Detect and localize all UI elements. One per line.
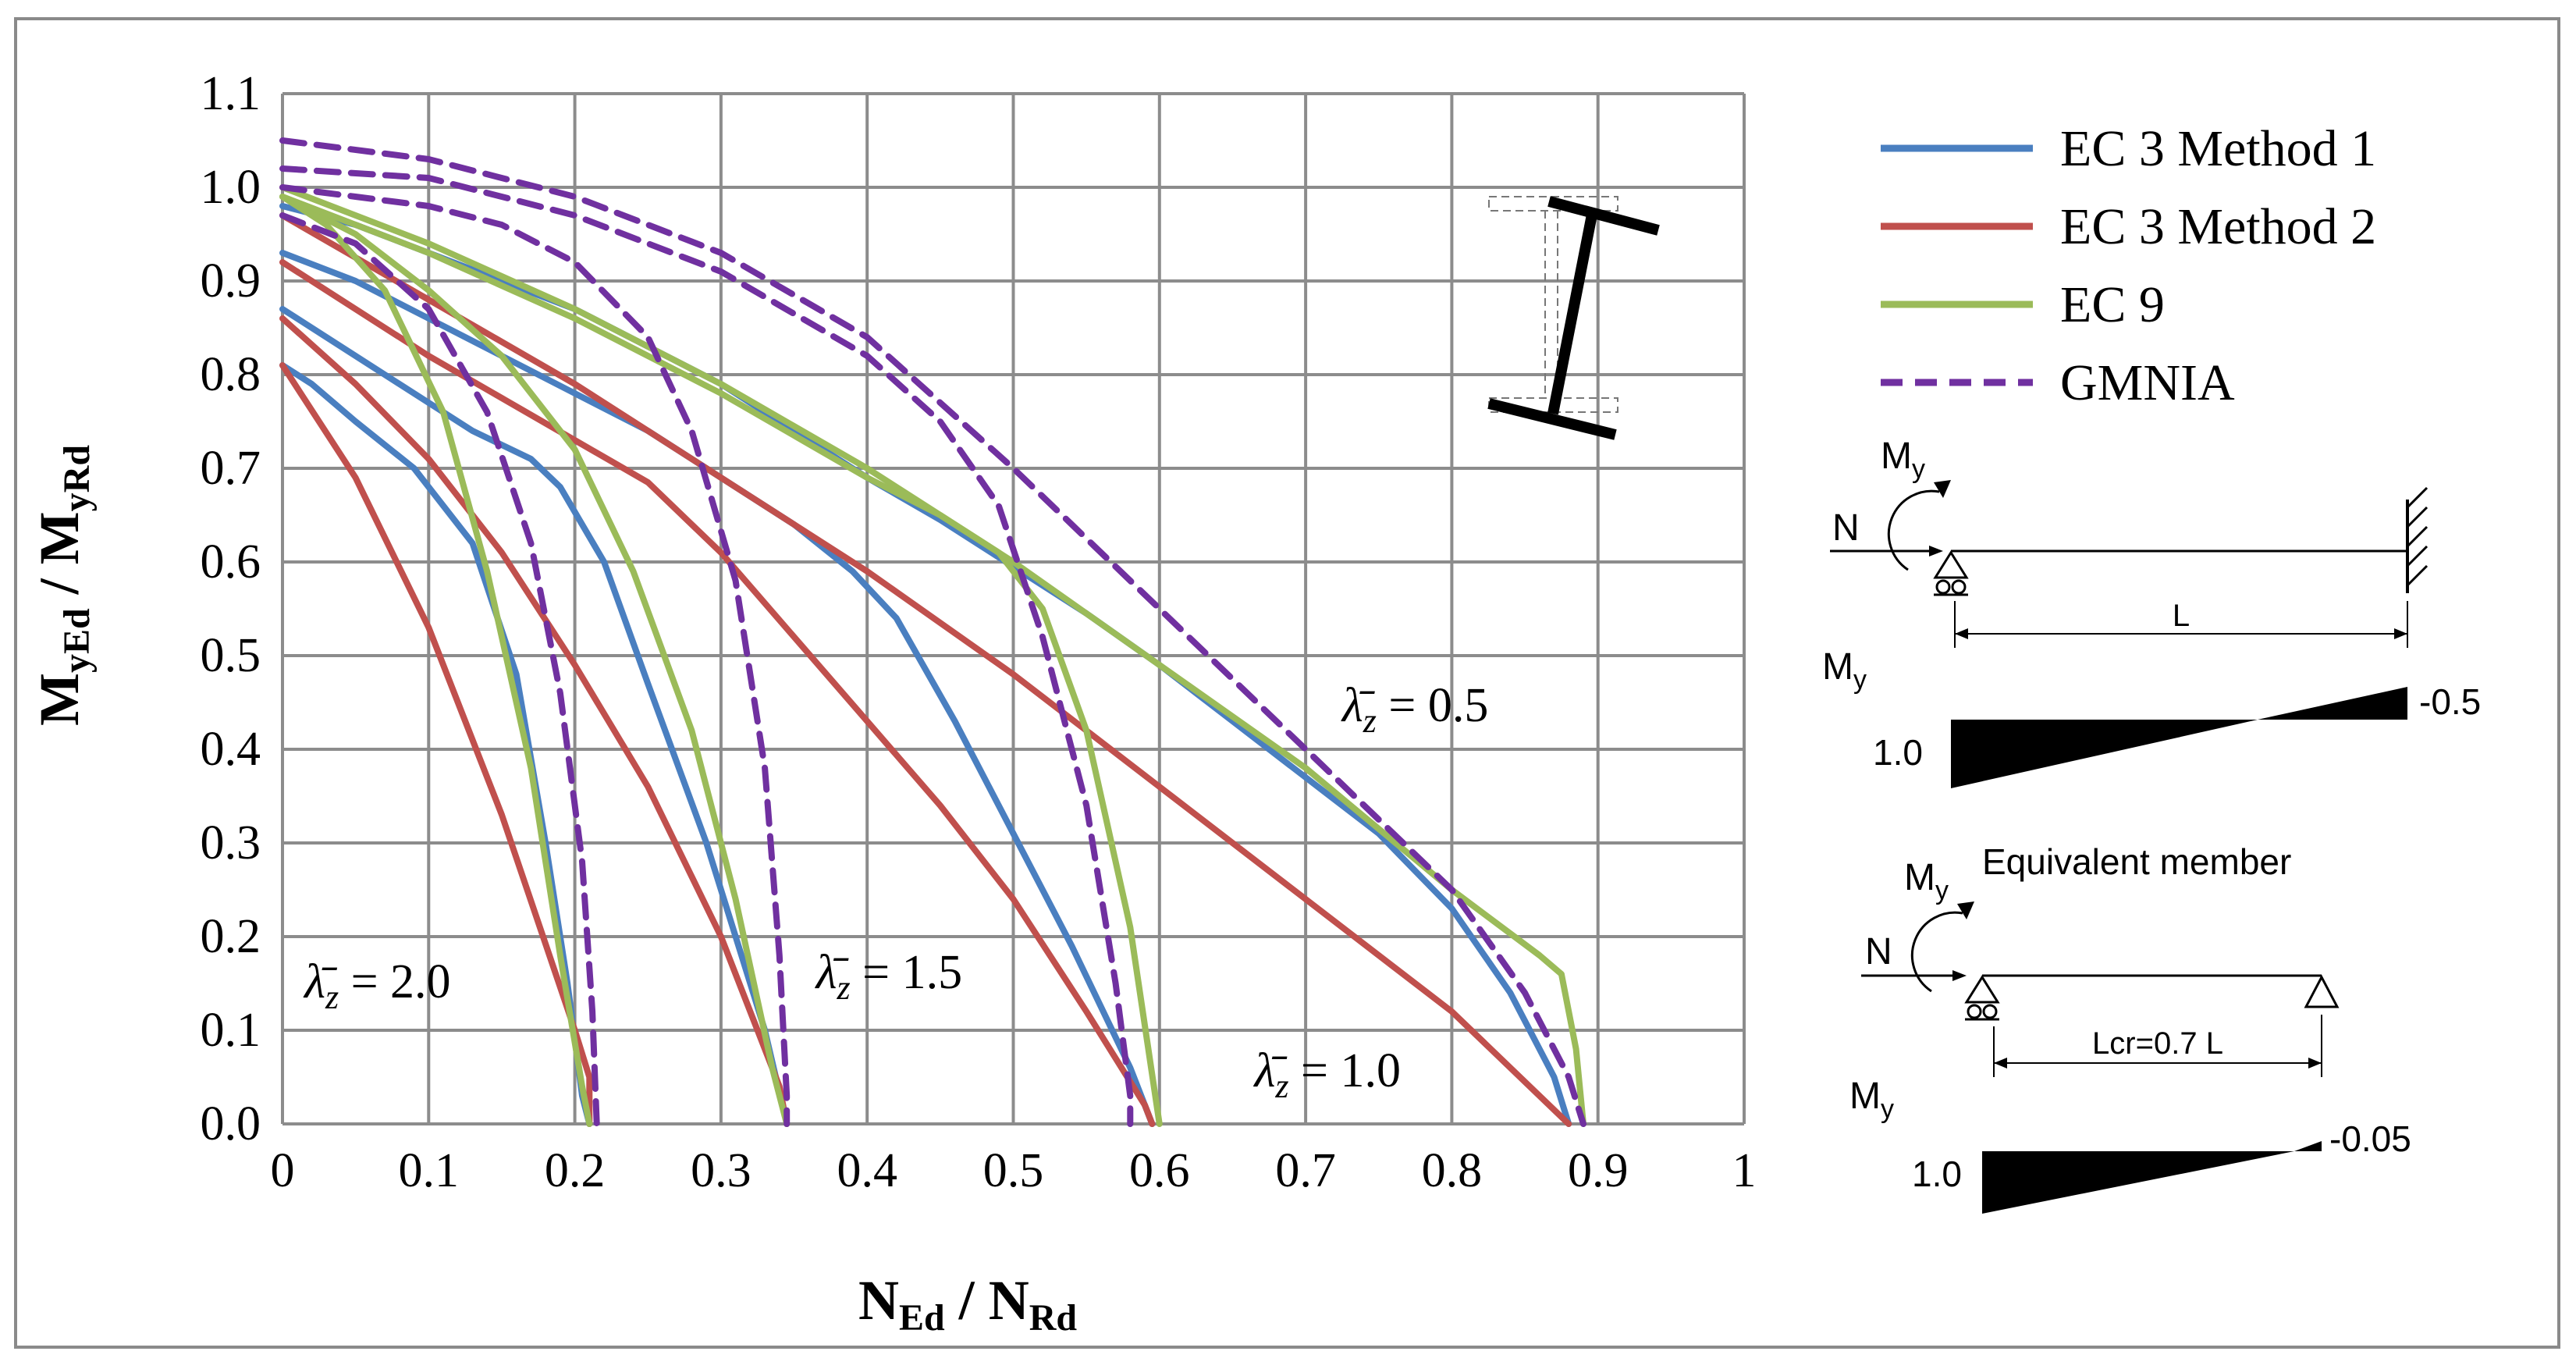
y-axis-label: MyEd / MyRd [28, 445, 98, 726]
curve-gmnia [279, 212, 600, 1127]
x-tick-label: 0.4 [837, 1144, 897, 1197]
y-tick-label: 0.1 [201, 1004, 261, 1057]
x-axis-label: NEd / NRd [858, 1269, 1077, 1339]
hatch [2406, 564, 2429, 587]
curve-gmnia [279, 165, 1134, 1127]
roller [1951, 579, 1967, 595]
dim-arrow [2308, 1058, 2322, 1069]
i-section-icon [1487, 196, 1660, 440]
pin-support-right [2304, 974, 2340, 1008]
x-tick-label: 1 [1732, 1144, 1757, 1197]
y-tick-label: 0.0 [201, 1097, 261, 1150]
moment-diagram-positive [1982, 1151, 2294, 1214]
x-tick-label: 0.9 [1568, 1144, 1629, 1197]
curve-ec-3-method-1 [279, 203, 1572, 1127]
y-tick-label: 0.6 [201, 535, 261, 588]
diagram-right-value: -0.5 [2419, 681, 2481, 722]
x-tick-labels: 0 0.1 0.2 0.3 0.4 0.5 0.6 0.7 0.8 0.9 1 [271, 1144, 1757, 1197]
y-tick-label: 1.1 [201, 67, 261, 120]
y-tick-label: 0.5 [201, 629, 261, 682]
x-tick-label: 0.3 [691, 1144, 751, 1197]
length-label: Lcr=0.7 L [2092, 1026, 2223, 1061]
moment-diagram-negative [2294, 1141, 2322, 1151]
curve-ec-9 [279, 194, 593, 1127]
curve-ec-3-method-1 [279, 306, 791, 1127]
x-tick-label: 0.6 [1129, 1144, 1190, 1197]
y-tick-label: 0.9 [201, 254, 261, 308]
length-label: L [2173, 599, 2190, 633]
curve-ec-9 [279, 194, 791, 1127]
x-tick-label: 0.2 [545, 1144, 606, 1197]
x-tick-label: 0.5 [983, 1144, 1044, 1197]
hatch [2406, 525, 2429, 548]
legend-label: GMNIA [2060, 354, 2235, 411]
top-beam-diagram: My N L My 1.0 -0.5 [1822, 436, 2481, 788]
slenderness-label: λ̄z = 2.0 [303, 955, 450, 1016]
roller [1982, 1004, 1998, 1019]
slenderness-label: λ̄z = 1.0 [1253, 1044, 1401, 1105]
x-tick-label: 0 [271, 1144, 295, 1197]
moment-label: My [1904, 857, 1949, 905]
moment-arc [1910, 911, 1963, 993]
curves [279, 137, 1586, 1127]
curve-ec-3-method-2 [279, 362, 593, 1127]
axial-arrowhead [1952, 970, 1967, 981]
curve-gmnia [279, 184, 791, 1127]
axial-arrowhead [1929, 546, 1943, 556]
roller [1967, 1004, 1982, 1019]
slenderness-label: λ̄z = 1.5 [815, 946, 962, 1007]
moment-diagram-negative [2258, 687, 2407, 720]
axial-force-label: N [1865, 931, 1892, 973]
equivalent-member-title: Equivalent member [1982, 841, 2291, 882]
curve-ec-3-method-2 [279, 212, 1572, 1127]
pin-support [1964, 975, 2000, 1004]
slenderness-annotations: λ̄z = 2.0 λ̄z = 1.5 λ̄z = 1.0 λ̄z = 0.5 [303, 679, 1488, 1105]
x-tick-label: 0.7 [1275, 1144, 1336, 1197]
grid [281, 92, 1746, 1125]
figure-frame [14, 17, 2560, 1349]
y-tick-label: 0.4 [201, 723, 261, 776]
x-tick-label: 0.1 [399, 1144, 460, 1197]
diagram-right-value: -0.05 [2329, 1118, 2411, 1159]
moment-diagram-label: My [1849, 1076, 1894, 1124]
moment-diagram-positive [1951, 720, 2258, 788]
legend-label: EC 3 Method 1 [2060, 120, 2376, 177]
hatch [2406, 486, 2429, 509]
x-tick-label: 0.8 [1422, 1144, 1483, 1197]
moment-arrowhead [1934, 480, 1951, 498]
hatch [2406, 506, 2429, 528]
y-tick-label: 0.3 [201, 816, 261, 869]
dim-arrow [2394, 628, 2407, 639]
y-tick-label: 0.8 [201, 348, 261, 401]
y-tick-label: 0.2 [201, 910, 261, 963]
curve-ec-3-method-2 [279, 259, 1156, 1127]
slenderness-label: λ̄z = 0.5 [1341, 679, 1488, 740]
axial-force-label: N [1832, 507, 1860, 549]
hatch [2406, 545, 2429, 567]
y-tick-label: 0.7 [201, 442, 261, 495]
moment-label: My [1881, 436, 1925, 484]
diagram-left-value: 1.0 [1873, 732, 1923, 773]
moment-diagram-label: My [1822, 646, 1867, 695]
pin-support [1933, 550, 1969, 579]
curve-ec-3-method-2 [279, 315, 791, 1127]
moment-arc [1887, 489, 1940, 571]
dim-arrow [1994, 1058, 2007, 1069]
dim-arrow [1955, 628, 1968, 639]
legend-label: EC 3 Method 2 [2060, 198, 2376, 255]
legend: EC 3 Method 1 EC 3 Method 2 EC 9 GMNIA [1881, 120, 2376, 411]
y-tick-label: 1.0 [201, 161, 261, 214]
curve-gmnia [279, 137, 1586, 1127]
curve-ec-9 [279, 184, 1586, 1127]
moment-arrowhead [1957, 901, 1974, 919]
y-tick-labels: 0.0 0.1 0.2 0.3 0.4 0.5 0.6 0.7 0.8 0.9 1.0 1.1 [201, 67, 261, 1150]
equivalent-member-diagram: Equivalent member My N Lcr=0.7 L My 1.0 … [1849, 841, 2411, 1214]
roller [1935, 579, 1951, 595]
legend-label: EC 9 [2060, 276, 2165, 333]
diagram-left-value: 1.0 [1912, 1154, 1962, 1194]
